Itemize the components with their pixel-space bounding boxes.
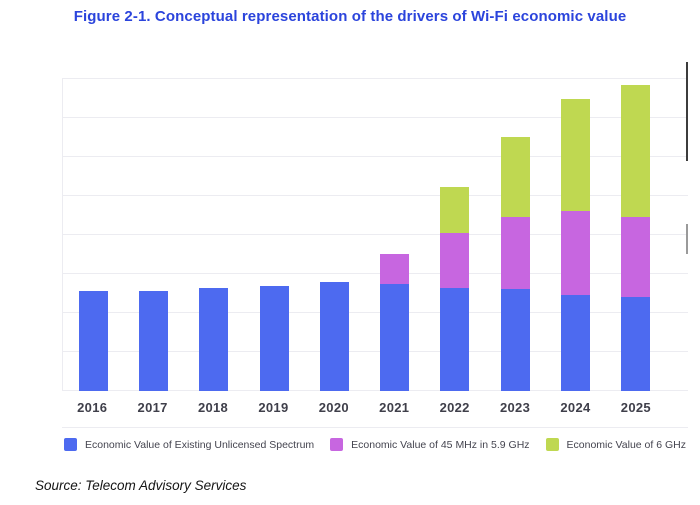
bar-segment [500,289,530,391]
bar-segment [440,187,470,233]
bar-segment [621,297,651,391]
legend-label: Economic Value of Existing Unlicensed Sp… [85,438,315,451]
stacked-bar [78,79,108,391]
stacked-bar [138,79,168,391]
x-axis-label: 2022 [439,400,470,415]
x-axis-label: 2024 [560,400,591,415]
source-text: Source: Telecom Advisory Services [35,478,247,493]
legend-label: Economic Value of 6 GHz [566,438,686,451]
legend-swatch [330,438,344,451]
stacked-bar [319,79,349,391]
bar-column-2019 [244,79,304,391]
x-axis-label: 2018 [197,400,229,415]
scrollbar-thumb[interactable] [686,62,688,161]
bar-segment [138,291,168,391]
bar-segment [561,295,591,391]
scrollbar-mark[interactable] [686,224,688,254]
bar-segment [380,254,410,284]
bar-segment [500,137,530,217]
figure-title: Figure 2-1. Conceptual representation of… [73,8,627,25]
bar-column-2023 [485,79,545,391]
legend-item: Economic Value of Existing Unlicensed Sp… [64,438,314,451]
bar-segment [621,217,651,297]
x-axis-label: 2023 [499,400,531,415]
bar-column-2024 [545,79,605,391]
stacked-bar [380,79,410,391]
bar-segment [380,284,410,391]
stacked-bar-chart: 2016 2017 2018 2019 2020 2021 2022 2023 2024 2025… [62,78,688,451]
stacked-bar [500,79,530,391]
bar-segment [440,288,470,391]
stacked-bar [199,79,229,391]
bar-segment [561,211,591,295]
stacked-bar [440,79,470,391]
plot-area [62,78,688,391]
bar-segment [500,217,530,289]
bar-column-2020 [304,79,364,391]
bar-column-2016 [63,79,123,391]
x-axis-label: 2019 [258,400,289,415]
legend-swatch [545,438,559,451]
stacked-bar [259,79,289,391]
stacked-bar [621,79,651,391]
bar-segment [199,288,229,391]
bar-segment [319,282,349,391]
bar-column-2018 [184,79,244,391]
legend: Economic Value of Existing Unlicensed Sp… [62,427,688,451]
bar-segment [621,85,651,217]
x-axis: 2016 2017 2018 2019 2020 2021 2022 2023 2024 2025 [62,400,688,415]
legend-item: Economic Value of 6 GHz [545,438,686,451]
x-axis-label: 2017 [137,400,168,415]
stacked-bar [561,79,591,391]
bar-column-2021 [364,79,424,391]
bar-segment [78,291,108,391]
bar-column-2025 [606,79,666,391]
x-axis-label: 2016 [77,400,108,415]
bar-segment [259,286,289,391]
bar-column-2022 [425,79,485,391]
bar-column-2017 [123,79,183,391]
bar-segment [440,233,470,288]
x-axis-label: 2020 [318,400,349,415]
x-axis-label: 2021 [379,400,410,415]
legend-swatch [64,438,77,451]
x-axis-label: 2025 [620,400,651,415]
legend-item: Economic Value of 45 MHz in 5.9 GHz [330,438,530,451]
bar-segment [561,99,591,211]
legend-label: Economic Value of 45 MHz in 5.9 GHz [351,438,530,451]
